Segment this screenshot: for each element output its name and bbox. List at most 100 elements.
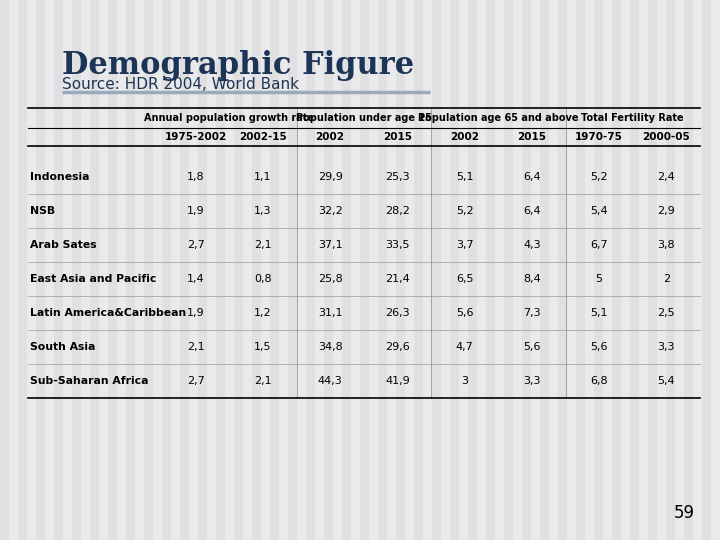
- Text: 7,3: 7,3: [523, 308, 541, 318]
- Bar: [288, 0, 297, 540]
- Bar: [261, 0, 270, 540]
- Text: 2002-15: 2002-15: [239, 132, 287, 142]
- Text: 2,9: 2,9: [657, 206, 675, 216]
- Text: 3: 3: [461, 376, 468, 386]
- Bar: [702, 0, 711, 540]
- Bar: [333, 0, 342, 540]
- Bar: [180, 0, 189, 540]
- Bar: [0, 0, 9, 540]
- Text: 5,1: 5,1: [590, 308, 608, 318]
- Bar: [207, 0, 216, 540]
- Text: 29,9: 29,9: [318, 172, 343, 182]
- Text: 5,2: 5,2: [456, 206, 474, 216]
- Bar: [153, 0, 162, 540]
- Bar: [540, 0, 549, 540]
- Text: 25,8: 25,8: [318, 274, 343, 284]
- Text: 5,1: 5,1: [456, 172, 473, 182]
- Bar: [513, 0, 522, 540]
- Text: 2: 2: [663, 274, 670, 284]
- Text: Latin America&Caribbean: Latin America&Caribbean: [30, 308, 186, 318]
- Bar: [693, 0, 702, 540]
- Bar: [126, 0, 135, 540]
- Bar: [189, 0, 198, 540]
- Text: 3,8: 3,8: [657, 240, 675, 250]
- Bar: [531, 0, 540, 540]
- Text: 2,1: 2,1: [254, 376, 271, 386]
- Text: 1970-75: 1970-75: [575, 132, 623, 142]
- Text: 2,1: 2,1: [186, 342, 204, 352]
- Bar: [657, 0, 666, 540]
- Text: 1,8: 1,8: [186, 172, 204, 182]
- Bar: [468, 0, 477, 540]
- Bar: [162, 0, 171, 540]
- Text: 31,1: 31,1: [318, 308, 343, 318]
- Text: 2,4: 2,4: [657, 172, 675, 182]
- Text: 1,1: 1,1: [254, 172, 271, 182]
- Bar: [342, 0, 351, 540]
- Bar: [117, 0, 126, 540]
- Bar: [297, 0, 306, 540]
- Bar: [171, 0, 180, 540]
- Text: 2002: 2002: [450, 132, 479, 142]
- Text: 37,1: 37,1: [318, 240, 343, 250]
- Text: 4,7: 4,7: [456, 342, 474, 352]
- Bar: [81, 0, 90, 540]
- Bar: [612, 0, 621, 540]
- Bar: [360, 0, 369, 540]
- Text: 3,3: 3,3: [657, 342, 675, 352]
- Text: 25,3: 25,3: [385, 172, 410, 182]
- Text: 6,4: 6,4: [523, 172, 541, 182]
- Text: 1,9: 1,9: [186, 308, 204, 318]
- Text: Sub-Saharan Africa: Sub-Saharan Africa: [30, 376, 148, 386]
- Bar: [36, 0, 45, 540]
- Bar: [711, 0, 720, 540]
- Bar: [243, 0, 252, 540]
- Text: 2,5: 2,5: [657, 308, 675, 318]
- Bar: [9, 0, 18, 540]
- Text: NSB: NSB: [30, 206, 55, 216]
- Bar: [549, 0, 558, 540]
- Text: 6,7: 6,7: [590, 240, 608, 250]
- Bar: [63, 0, 72, 540]
- Bar: [432, 0, 441, 540]
- Bar: [18, 0, 27, 540]
- Text: 34,8: 34,8: [318, 342, 343, 352]
- Bar: [369, 0, 378, 540]
- Bar: [405, 0, 414, 540]
- Bar: [72, 0, 81, 540]
- Text: 28,2: 28,2: [385, 206, 410, 216]
- Bar: [666, 0, 675, 540]
- Bar: [576, 0, 585, 540]
- Text: 5,4: 5,4: [657, 376, 675, 386]
- Bar: [90, 0, 99, 540]
- Bar: [639, 0, 648, 540]
- Text: Population under age 15: Population under age 15: [296, 113, 432, 123]
- Bar: [522, 0, 531, 540]
- Bar: [396, 0, 405, 540]
- Bar: [216, 0, 225, 540]
- Text: 3,7: 3,7: [456, 240, 474, 250]
- Bar: [45, 0, 54, 540]
- Bar: [225, 0, 234, 540]
- Bar: [558, 0, 567, 540]
- Bar: [477, 0, 486, 540]
- Text: 41,9: 41,9: [385, 376, 410, 386]
- Bar: [54, 0, 63, 540]
- Text: 5,6: 5,6: [590, 342, 608, 352]
- Bar: [423, 0, 432, 540]
- Text: 1,3: 1,3: [254, 206, 271, 216]
- Text: Arab Sates: Arab Sates: [30, 240, 96, 250]
- Text: 5,6: 5,6: [523, 342, 541, 352]
- Text: Annual population growth rate: Annual population growth rate: [144, 113, 314, 123]
- Text: 1,4: 1,4: [186, 274, 204, 284]
- Text: 3,3: 3,3: [523, 376, 541, 386]
- Bar: [198, 0, 207, 540]
- Text: 44,3: 44,3: [318, 376, 343, 386]
- Bar: [567, 0, 576, 540]
- Bar: [504, 0, 513, 540]
- Bar: [621, 0, 630, 540]
- Text: 2,7: 2,7: [186, 376, 204, 386]
- Bar: [306, 0, 315, 540]
- Text: Population age 65 and above: Population age 65 and above: [418, 113, 578, 123]
- Bar: [459, 0, 468, 540]
